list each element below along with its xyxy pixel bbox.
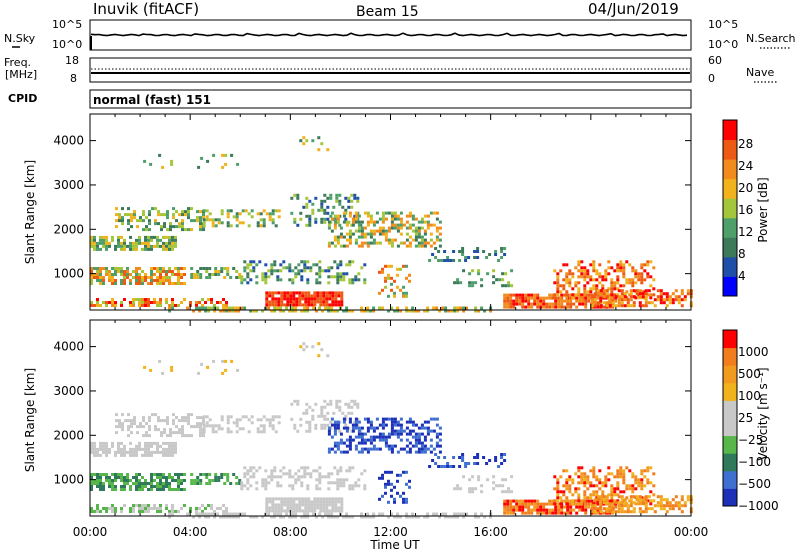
colorbar-tick-label: −25: [738, 433, 763, 447]
x-tick-label: 00:00: [73, 525, 108, 539]
beam-title: Beam 15: [356, 4, 419, 20]
colorbar-tick-label: 20: [738, 181, 753, 195]
power-panel: 1000 2000 3000 4000 Slant Range [km]: [23, 113, 693, 313]
colorbar-tick-label: −100: [738, 455, 771, 469]
power-ytick-label: 4000: [53, 134, 84, 148]
x-tick-label: 04:00: [173, 525, 208, 539]
power-ytick-label: 3000: [53, 178, 84, 192]
colorbar-swatch: [723, 382, 737, 401]
colorbar-swatch: [723, 237, 737, 258]
velocity-heatmap: [90, 342, 693, 519]
cpid-label: CPID: [8, 92, 37, 105]
colorbar-tick-label: 1000: [738, 345, 769, 359]
colorbar-swatch: [723, 330, 737, 349]
velocity-colorbar-label: Velocity [m s⁻¹]: [756, 367, 770, 460]
colorbar-tick-label: 25: [738, 411, 753, 425]
power-ytick-label: 1000: [53, 267, 84, 281]
cpid-panel: CPID normal (fast) 151: [8, 89, 692, 109]
colorbar-swatch: [723, 256, 737, 277]
colorbar-swatch: [723, 365, 737, 384]
nsky-panel: N.Sky 10^5 10^0 10^5 10^0 N.Search: [4, 18, 796, 51]
power-heatmap: [90, 136, 693, 313]
colorbar-tick-label: −1000: [738, 499, 779, 513]
vel-ytick-label: 3000: [53, 384, 84, 398]
freq-label: Freq.: [4, 56, 31, 69]
colorbar-swatch: [723, 470, 737, 489]
vel-ytick-label: 2000: [53, 428, 84, 442]
nsky-series: [90, 32, 688, 37]
vel-ytick-label: 1000: [53, 473, 84, 487]
freq-tick-top: 18: [65, 54, 79, 67]
colorbar-swatch: [723, 276, 737, 297]
x-tick-label: 20:00: [574, 525, 609, 539]
colorbar-tick-label: 24: [738, 159, 753, 173]
colorbar-swatch: [723, 453, 737, 472]
colorbar-swatch: [723, 400, 737, 419]
velocity-colorbar: Velocity [m s⁻¹] 1000 500 100 25 −25 −100 −500…: [722, 329, 779, 513]
nsky-tick-bottom: 10^0: [52, 38, 82, 51]
power-ytick-label: 2000: [53, 222, 84, 236]
nsearch-tick-top: 10^5: [708, 18, 738, 31]
velocity-panel: 1000 2000 3000 4000 Slant Range [km]: [23, 319, 693, 519]
freq-panel: Freq. [MHz] 18 8 60 0 Nave: [4, 54, 778, 85]
colorbar-tick-label: 100: [738, 389, 761, 403]
nave-label: Nave: [746, 66, 774, 79]
nsky-tick-top: 10^5: [52, 18, 82, 31]
x-tick-label: 00:00: [674, 525, 709, 539]
colorbar-swatch: [723, 139, 737, 160]
x-tick-label: 08:00: [273, 525, 308, 539]
vel-ytick-label: 4000: [53, 340, 84, 354]
colorbar-tick-label: 500: [738, 367, 761, 381]
velocity-ylabel: Slant Range [km]: [23, 368, 37, 472]
nsearch-tick-bottom: 10^0: [708, 38, 738, 51]
colorbar-tick-label: −500: [738, 477, 771, 491]
colorbar-swatch: [723, 488, 737, 507]
nsky-label: N.Sky: [4, 32, 36, 45]
colorbar-tick-label: 12: [738, 225, 753, 239]
power-colorbar-label: Power [dB]: [756, 177, 770, 242]
colorbar-swatch: [723, 159, 737, 180]
nave-tick-top: 60: [708, 54, 722, 67]
power-ylabel: Slant Range [km]: [23, 160, 37, 264]
nave-tick-bottom: 0: [708, 72, 715, 85]
colorbar-tick-label: 28: [738, 137, 753, 151]
x-tick-label: 16:00: [473, 525, 508, 539]
colorbar-swatch: [723, 347, 737, 366]
date-title: 04/Jun/2019: [588, 0, 679, 18]
power-colorbar: Power [dB] 4 8 12 16 20 24 28: [722, 119, 770, 297]
colorbar-swatch: [723, 418, 737, 437]
colorbar-swatch: [723, 217, 737, 238]
colorbar-tick-label: 8: [738, 247, 746, 261]
colorbar-tick-label: 16: [738, 203, 753, 217]
freq-tick-bottom: 8: [70, 72, 77, 85]
colorbar-swatch: [723, 178, 737, 199]
colorbar-swatch: [723, 120, 737, 141]
freq-unit-label: [MHz]: [5, 68, 37, 81]
x-axis-labels: 00:00 04:00 08:00 12:00 16:00 20:00 00:00: [73, 525, 709, 539]
nsearch-label: N.Search: [746, 32, 796, 45]
x-axis-title: Time UT: [369, 538, 420, 552]
station-title: Inuvik (fitACF): [93, 0, 199, 18]
cpid-value: normal (fast) 151: [93, 93, 211, 107]
colorbar-tick-label: 4: [738, 269, 746, 283]
x-tick-label: 12:00: [373, 525, 408, 539]
colorbar-swatch: [723, 435, 737, 454]
colorbar-swatch: [723, 198, 737, 219]
